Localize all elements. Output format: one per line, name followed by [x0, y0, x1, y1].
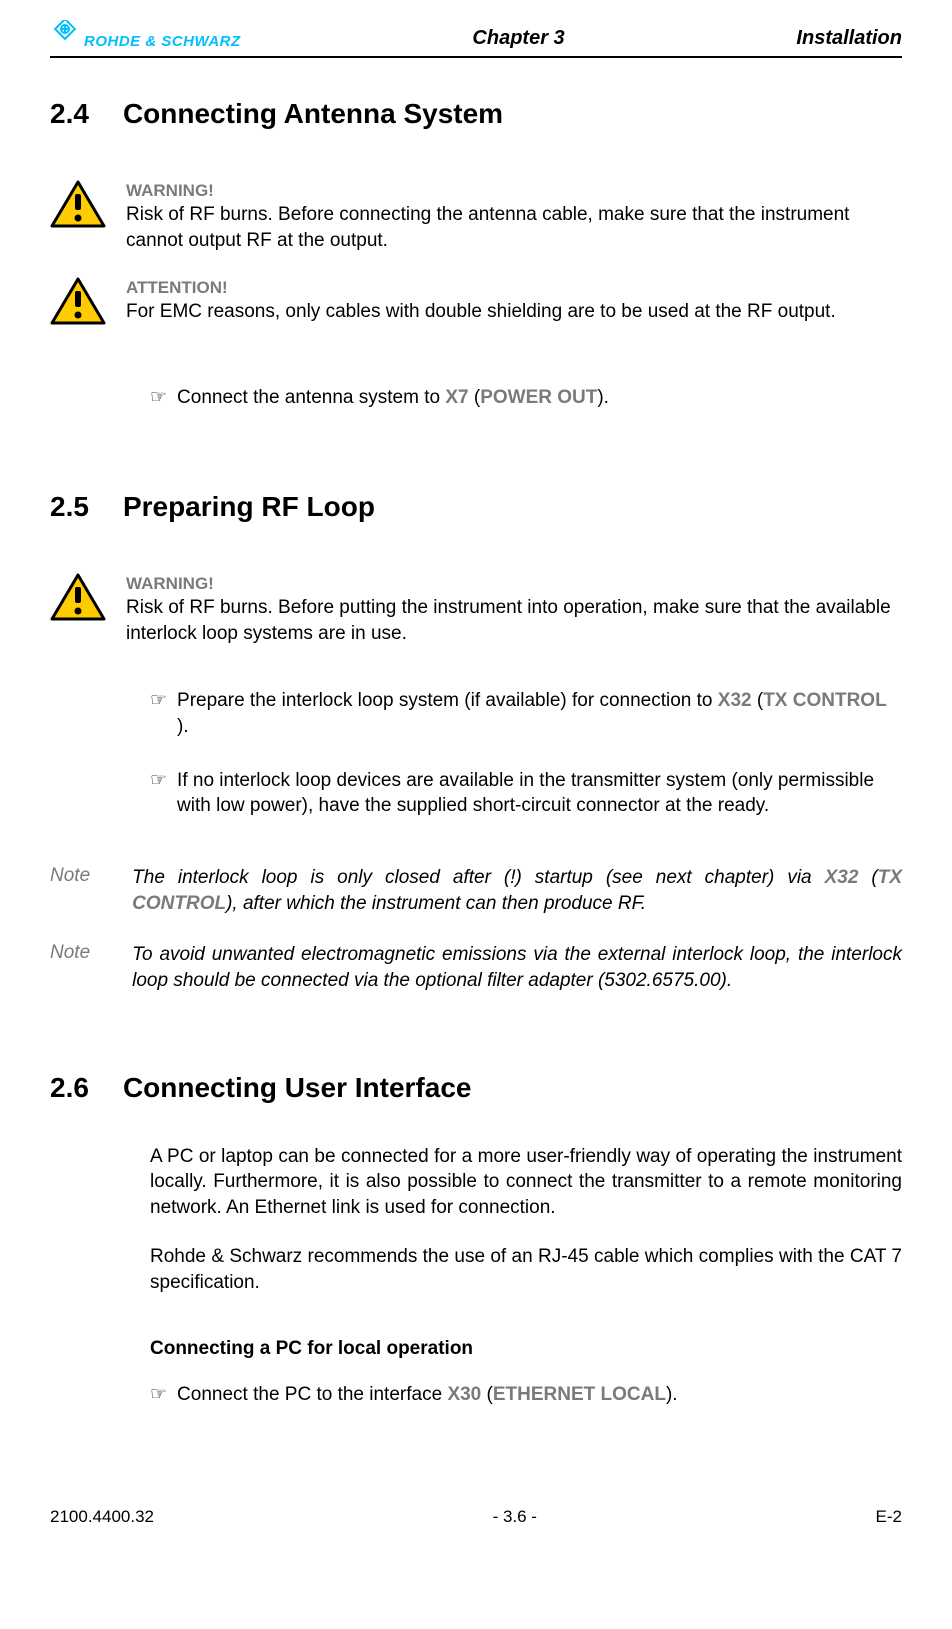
page-footer: 2100.4400.32 - 3.6 - E-2 [50, 1507, 902, 1527]
page-header: ROHDE & SCHWARZ Chapter 3 Installation [50, 20, 902, 58]
note-label: Note [50, 865, 90, 916]
section-2-5-heading: 2.5 Preparing RF Loop [50, 491, 902, 523]
header-chapter: Chapter 3 [241, 27, 797, 50]
attention-row: ATTENTION! For EMC reasons, only cables … [50, 277, 902, 325]
warning-text: WARNING! Risk of RF burns. Before connec… [126, 180, 902, 253]
section-2-6-heading: 2.6 Connecting User Interface [50, 1072, 902, 1104]
step-text: If no interlock loop devices are availab… [177, 768, 902, 819]
warning-row: WARNING! Risk of RF burns. Before connec… [50, 180, 902, 253]
pointer-icon: ☞ [150, 385, 167, 411]
section-title: Connecting User Interface [123, 1072, 472, 1104]
note-text: To avoid unwanted electromagnetic emissi… [132, 942, 902, 993]
step-short-circuit: ☞ If no interlock loop devices are avail… [150, 768, 902, 819]
section-title: Connecting Antenna System [123, 98, 503, 130]
footer-right: E-2 [876, 1507, 902, 1527]
logo-diamond-icon [50, 20, 80, 50]
warning-title: WARNING! [126, 573, 902, 595]
footer-left: 2100.4400.32 [50, 1507, 154, 1527]
step-text: Prepare the interlock loop system (if av… [177, 688, 902, 739]
pointer-icon: ☞ [150, 768, 167, 819]
logo: ROHDE & SCHWARZ [50, 20, 241, 50]
warning-triangle-icon [50, 277, 106, 325]
warning-triangle-icon [50, 573, 106, 621]
warning-title: WARNING! [126, 180, 902, 202]
step-prepare-interlock: ☞ Prepare the interlock loop system (if … [150, 688, 902, 739]
pointer-icon: ☞ [150, 688, 167, 739]
attention-title: ATTENTION! [126, 277, 836, 299]
step-text: Connect the PC to the interface X30 (ETH… [177, 1382, 678, 1408]
note-row-2: Note To avoid unwanted electromagnetic e… [50, 942, 902, 993]
pointer-icon: ☞ [150, 1382, 167, 1408]
subheading: Connecting a PC for local operation [150, 1338, 902, 1360]
logo-text: ROHDE & SCHWARZ [84, 33, 241, 50]
warning-body: Risk of RF burns. Before connecting the … [126, 202, 902, 253]
attention-text: ATTENTION! For EMC reasons, only cables … [126, 277, 836, 325]
note-text: The interlock loop is only closed after … [132, 865, 902, 916]
warning-triangle-icon [50, 180, 106, 228]
attention-body: For EMC reasons, only cables with double… [126, 299, 836, 325]
warning-row-2: WARNING! Risk of RF burns. Before puttin… [50, 573, 902, 646]
note-label: Note [50, 942, 90, 993]
paragraph: A PC or laptop can be connected for a mo… [150, 1144, 902, 1221]
footer-center: - 3.6 - [493, 1507, 537, 1527]
section-num: 2.6 [50, 1072, 89, 1104]
section-title: Preparing RF Loop [123, 491, 375, 523]
note-row-1: Note The interlock loop is only closed a… [50, 865, 902, 916]
warning-text-2: WARNING! Risk of RF burns. Before puttin… [126, 573, 902, 646]
warning-body: Risk of RF burns. Before putting the ins… [126, 595, 902, 646]
step-connect-antenna: ☞ Connect the antenna system to X7 (POWE… [150, 385, 902, 411]
section-2-4-heading: 2.4 Connecting Antenna System [50, 98, 902, 130]
step-connect-pc: ☞ Connect the PC to the interface X30 (E… [150, 1382, 902, 1408]
section-num: 2.5 [50, 491, 89, 523]
step-text: Connect the antenna system to X7 (POWER … [177, 385, 609, 411]
section-num: 2.4 [50, 98, 89, 130]
header-right: Installation [796, 27, 902, 50]
paragraph: Rohde & Schwarz recommends the use of an… [150, 1244, 902, 1295]
